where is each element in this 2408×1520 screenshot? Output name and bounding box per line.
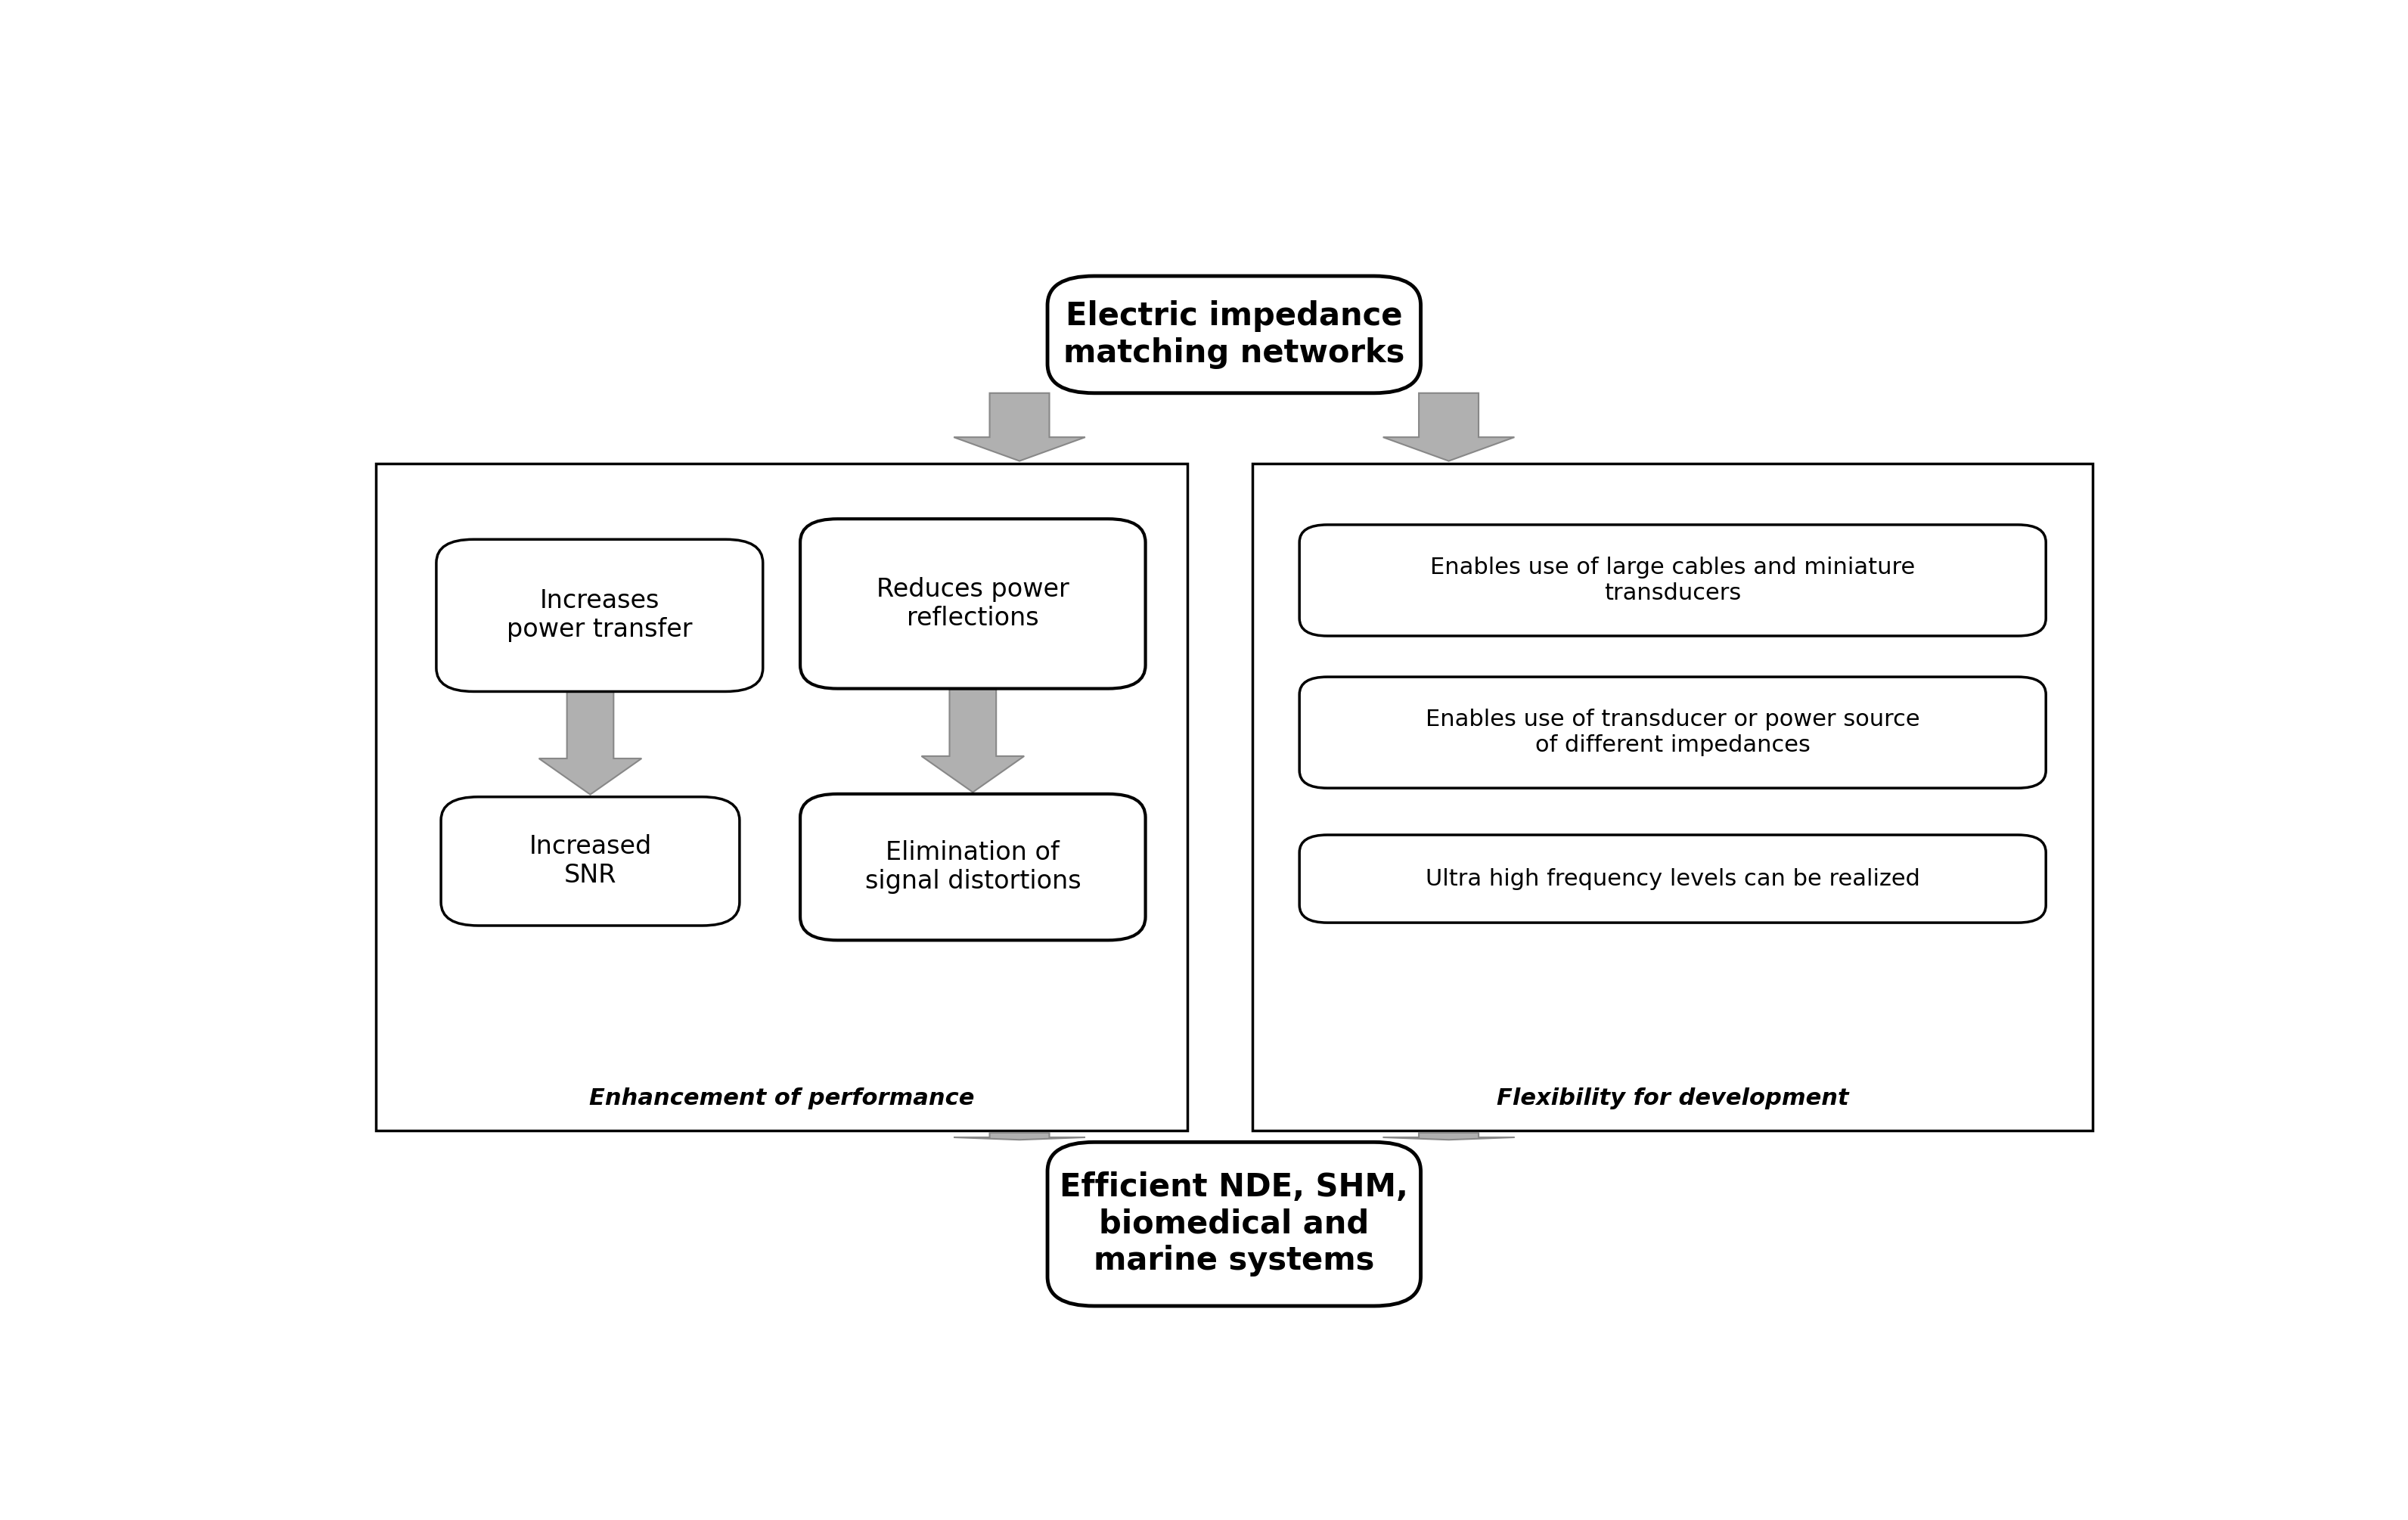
Text: Enables use of transducer or power source
of different impedances: Enables use of transducer or power sourc… — [1426, 708, 1919, 755]
Text: Elimination of
signal distortions: Elimination of signal distortions — [864, 841, 1081, 894]
Text: Electric impedance
matching networks: Electric impedance matching networks — [1064, 301, 1404, 369]
FancyBboxPatch shape — [436, 540, 763, 692]
FancyBboxPatch shape — [441, 796, 739, 926]
Text: Reduces power
reflections: Reduces power reflections — [877, 576, 1069, 631]
FancyBboxPatch shape — [1300, 676, 2047, 787]
FancyBboxPatch shape — [1300, 524, 2047, 635]
Text: Increased
SNR: Increased SNR — [530, 834, 653, 888]
Polygon shape — [1382, 1132, 1515, 1140]
Polygon shape — [1382, 394, 1515, 461]
Text: Enables use of large cables and miniature
transducers: Enables use of large cables and miniatur… — [1430, 556, 1914, 603]
FancyBboxPatch shape — [799, 793, 1146, 941]
FancyBboxPatch shape — [1300, 834, 2047, 923]
FancyBboxPatch shape — [1047, 1142, 1421, 1306]
Bar — [1252, 464, 2093, 1131]
Text: Efficient NDE, SHM,
biomedical and
marine systems: Efficient NDE, SHM, biomedical and marin… — [1060, 1172, 1409, 1277]
FancyBboxPatch shape — [1047, 277, 1421, 394]
Polygon shape — [922, 689, 1023, 792]
Bar — [376, 464, 1187, 1131]
Polygon shape — [954, 1132, 1086, 1140]
Text: Enhancement of performance: Enhancement of performance — [590, 1087, 975, 1110]
Text: Flexibility for development: Flexibility for development — [1498, 1087, 1849, 1110]
Polygon shape — [954, 394, 1086, 461]
Polygon shape — [539, 692, 641, 795]
FancyBboxPatch shape — [799, 518, 1146, 689]
Text: Ultra high frequency levels can be realized: Ultra high frequency levels can be reali… — [1426, 868, 1919, 889]
Text: Increases
power transfer: Increases power transfer — [506, 588, 694, 643]
